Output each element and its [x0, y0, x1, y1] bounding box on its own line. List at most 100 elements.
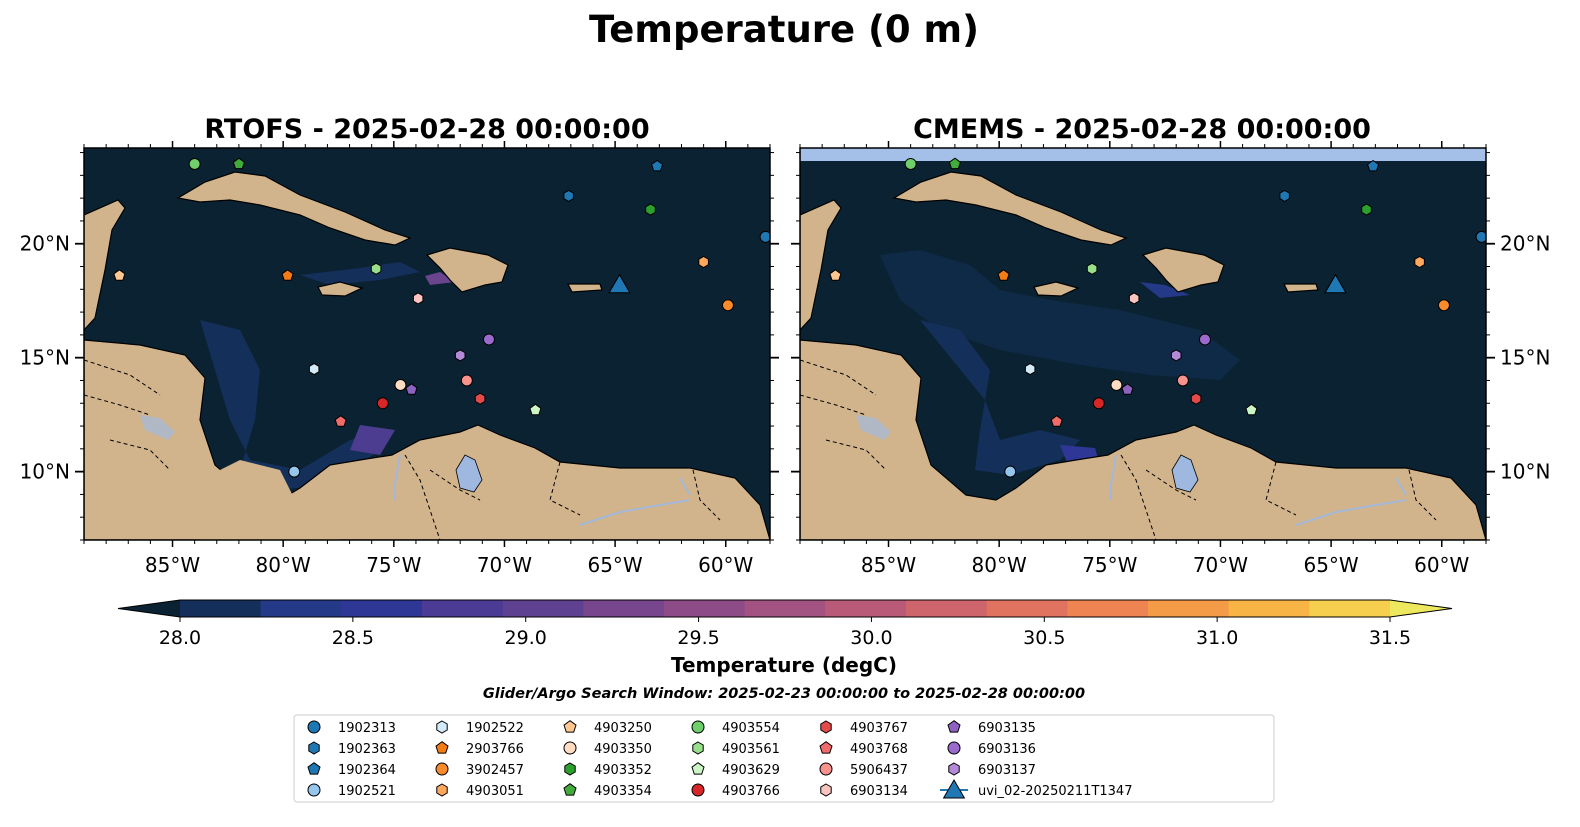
float-marker-4903051: [698, 255, 709, 269]
lon-tick-label: 70°W: [477, 553, 532, 577]
colorbar: 28.0 28.5 29.0 29.5 30.0 30.5 31.0 31.5 Tempera…: [117, 599, 1453, 677]
borders-rtofs: [84, 359, 721, 540]
float-marker-4903554: [188, 157, 201, 170]
legend-label: 6903135: [978, 721, 1036, 736]
colorbar-tick-label: 31.5: [1369, 627, 1411, 649]
lon-tick-label: 75°W: [1082, 553, 1137, 577]
lat-tick-label: 10°N: [1500, 460, 1550, 484]
legend-marker-4903354: [563, 783, 577, 796]
colorbar-tick-label: 31.0: [1196, 627, 1238, 649]
float-marker-1902363: [563, 189, 574, 202]
colorbar-segment: [341, 600, 423, 617]
map-frame-rtofs: [83, 147, 771, 541]
figure-title: Temperature (0 m): [589, 8, 979, 51]
colorbar-extend-high: [1390, 600, 1452, 617]
float-marker-4903354: [948, 157, 961, 170]
legend-box: [293, 714, 1275, 803]
legend-label: 2903766: [466, 742, 524, 757]
float-marker-6903135: [405, 383, 418, 395]
float-marker-5906437: [1176, 374, 1189, 387]
map-panel-cmems: CMEMS - 2025-02-28 00:00:00: [791, 114, 1550, 577]
colorbar-segment: [1228, 600, 1310, 617]
float-marker-4903352: [645, 203, 656, 216]
colorbar-tick-label: 30.5: [1023, 627, 1065, 649]
legend-marker-1902313: [307, 720, 321, 734]
lon-tick-label: 80°W: [256, 553, 311, 577]
legend-marker-4903767: [820, 720, 832, 734]
legend-label: 6903134: [850, 784, 908, 799]
map-panel-rtofs: RTOFS - 2025-02-28 00:00:00: [20, 114, 779, 577]
legend-marker-4903766: [691, 783, 705, 797]
legend-label: 6903136: [978, 742, 1036, 757]
float-marker-3902457: [1437, 299, 1450, 312]
legend-label: 4903629: [722, 763, 780, 778]
legend-marker-5906437: [819, 762, 833, 776]
legend-marker-6903135: [947, 720, 961, 733]
lon-tick-label: 70°W: [1193, 553, 1248, 577]
colorbar-segment: [1148, 600, 1230, 617]
lake-nicaragua-cmems: [856, 415, 891, 440]
colorbar-segment: [906, 600, 988, 617]
glider-marker: [1324, 273, 1347, 294]
legend-label: 1902522: [466, 721, 524, 736]
search-window-caption: Glider/Argo Search Window: 2025-02-23 00…: [483, 686, 1085, 702]
legend-marker-4903629: [691, 762, 705, 775]
lat-tick-label: 15°N: [20, 346, 70, 370]
colorbar-segment: [1067, 600, 1149, 617]
float-marker-4903250: [113, 269, 126, 281]
colorbar-segment: [825, 600, 907, 617]
float-marker-4903354: [232, 157, 245, 170]
float-marker-4903561: [370, 262, 382, 275]
legend-marker-4903352: [564, 762, 576, 776]
glider-marker: [608, 273, 631, 294]
legend-marker-1902364: [307, 762, 321, 775]
float-marker-4903561: [1086, 262, 1098, 275]
float-marker-4903629: [1245, 403, 1258, 416]
float-marker-1902364: [1367, 159, 1380, 172]
legend: 1902313 1902363 1902364 1902521 1902522 29037…: [307, 720, 1132, 799]
legend-label: 4903554: [722, 721, 780, 736]
legend-label: 4903350: [594, 742, 652, 757]
float-marker-2903766: [997, 269, 1010, 281]
colorbar-segment: [744, 600, 826, 617]
legend-marker-6903137: [948, 762, 960, 776]
float-marker-1902313: [1475, 230, 1486, 243]
float-markers-rtofs: [113, 157, 770, 478]
float-marker-4903350: [1110, 379, 1123, 392]
lon-tick-label: 75°W: [366, 553, 421, 577]
float-marker-4903051: [1414, 255, 1425, 269]
float-marker-4903554: [904, 157, 917, 170]
float-marker-1902521: [1004, 465, 1017, 478]
float-marker-2903766: [281, 269, 294, 281]
legend-label: 6903137: [978, 763, 1036, 778]
legend-label: 4903354: [594, 784, 652, 799]
legend-label: 4903250: [594, 721, 652, 736]
colorbar-segment: [664, 600, 746, 617]
legend-marker-6903136: [947, 741, 961, 755]
float-marker-1902521: [288, 465, 301, 478]
lake-nicaragua-rtofs: [140, 415, 175, 440]
float-marker-1902522: [1024, 363, 1036, 376]
float-marker-6903135: [1121, 383, 1134, 395]
legend-marker-4903561: [692, 741, 704, 755]
float-marker-4903767: [474, 392, 486, 405]
legend-marker-6903134: [820, 783, 832, 797]
legend-marker-4903768: [819, 741, 833, 754]
legend-marker-1902363: [308, 741, 320, 755]
colorbar-tick-label: 29.0: [505, 627, 547, 649]
float-marker-4903768: [1050, 415, 1063, 427]
legend-marker-4903250: [563, 720, 577, 733]
colorbar-segment: [502, 600, 584, 617]
colorbar-segment: [260, 600, 342, 617]
legend-label: 1902521: [338, 784, 396, 799]
colorbar-tick-label: 28.5: [332, 627, 374, 649]
float-marker-4903352: [1361, 203, 1372, 216]
float-marker-4903629: [529, 403, 542, 416]
lon-tick-label: 85°W: [861, 553, 916, 577]
float-marker-1902363: [1279, 189, 1290, 202]
lake-maracaibo-rtofs: [455, 454, 483, 493]
float-marker-6903134: [1128, 292, 1140, 305]
rivers-cmems: [1110, 454, 1407, 526]
legend-label: 4903051: [466, 784, 524, 799]
float-marker-6903137: [454, 349, 466, 362]
